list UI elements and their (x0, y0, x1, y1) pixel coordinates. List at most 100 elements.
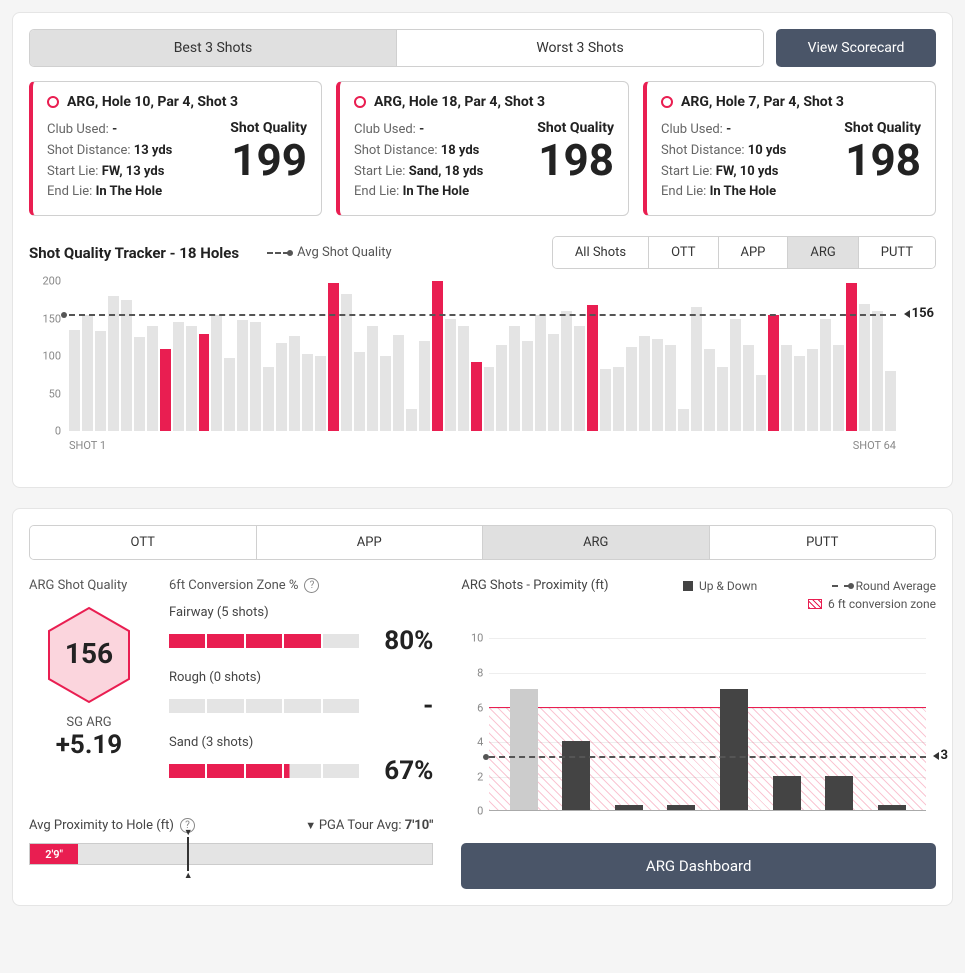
prox-bar-item (720, 689, 748, 810)
shot-details: Club Used: - Shot Distance: 18 yds Start… (354, 120, 483, 203)
tab-ott[interactable]: OTT (649, 237, 718, 268)
tracker-bar (613, 367, 624, 431)
tracker-bar (678, 409, 689, 432)
prox-bar-item (615, 805, 643, 810)
dash-line-icon (267, 252, 289, 254)
shot-card: ARG, Hole 18, Par 4, Shot 3 Club Used: -… (336, 81, 629, 216)
tab-app[interactable]: APP (719, 237, 789, 268)
tracker-bar (186, 326, 197, 431)
conv-label: Sand (3 shots) (169, 735, 433, 750)
help-icon[interactable]: ? (304, 578, 319, 593)
tracker-bar (147, 326, 158, 431)
prox-bar: 2'9" (29, 843, 433, 871)
left-column: ARG Shot Quality 156 SG ARG +5.19 6ft Co… (29, 578, 433, 889)
pga-value: 7'10" (405, 818, 434, 833)
tracker-bar (574, 326, 585, 431)
shot-details: Club Used: - Shot Distance: 10 yds Start… (661, 120, 786, 203)
conv-label: Fairway (5 shots) (169, 605, 433, 620)
sg-label: SG ARG (29, 715, 149, 730)
legend-updown: Up & Down (683, 579, 757, 593)
tracker-bar (652, 339, 663, 431)
prox-avg-value: 3 (941, 748, 948, 763)
tracker-bar (717, 367, 728, 431)
tracker-bar (794, 356, 805, 431)
tracker-bars (69, 281, 896, 431)
tracker-bar (509, 326, 520, 431)
tracker-bar (328, 283, 339, 431)
seg-worst-3-shots[interactable]: Worst 3 Shots (397, 30, 763, 66)
prox-avg-line: 3 (489, 756, 926, 758)
prox-bars (489, 621, 926, 810)
top-panel: Best 3 ShotsWorst 3 Shots View Scorecard… (12, 12, 953, 488)
sq-title: ARG Shot Quality (29, 578, 149, 593)
prox-title: Avg Proximity to Hole (ft) (29, 818, 174, 833)
shot-title: ARG, Hole 10, Par 4, Shot 3 (67, 94, 238, 110)
tracker-bar (406, 409, 417, 432)
bottom-tab-arg[interactable]: ARG (483, 526, 710, 559)
tracker-bar (807, 349, 818, 432)
tab-arg[interactable]: ARG (788, 237, 858, 268)
tracker-avg-line: 156 (69, 314, 896, 316)
conversion-row: Sand (3 shots) 67% (169, 735, 433, 786)
prox-area: 3 (489, 621, 926, 811)
tracker-avg-value: 156 (912, 306, 934, 321)
conv-pct: - (373, 691, 433, 721)
shot-title: ARG, Hole 7, Par 4, Shot 3 (681, 94, 844, 110)
shot-cards: ARG, Hole 10, Par 4, Shot 3 Club Used: -… (29, 81, 936, 216)
tracker-bar (859, 304, 870, 432)
tracker-bar (380, 356, 391, 431)
bottom-tab-putt[interactable]: PUTT (710, 526, 936, 559)
sq-value: 198 (537, 136, 614, 184)
prox-bar-item (878, 805, 906, 810)
shot-title: ARG, Hole 18, Par 4, Shot 3 (374, 94, 545, 110)
tracker-bar (173, 322, 184, 431)
hex-value: 156 (65, 637, 113, 670)
arg-dashboard-button[interactable]: ARG Dashboard (461, 843, 936, 889)
tracker-bar (587, 305, 598, 431)
tab-all-shots[interactable]: All Shots (553, 237, 649, 268)
seg-best-3-shots[interactable]: Best 3 Shots (30, 30, 397, 66)
tracker-bar (548, 334, 559, 432)
tab-putt[interactable]: PUTT (859, 237, 935, 268)
conv-segbar (169, 699, 359, 713)
tracker-bar (367, 326, 378, 431)
conv-label: Rough (0 shots) (169, 670, 433, 685)
bottom-tab-app[interactable]: APP (257, 526, 484, 559)
ring-icon (354, 96, 366, 108)
shot-details: Club Used: - Shot Distance: 13 yds Start… (47, 120, 172, 203)
right-column: ARG Shots - Proximity (ft) Up & Down Rou… (461, 578, 936, 889)
tracker-bar (445, 319, 456, 432)
tracker-bar (224, 358, 235, 432)
tracker-header: Shot Quality Tracker - 18 Holes Avg Shot… (29, 236, 936, 269)
tracker-bar (82, 315, 93, 431)
tracker-bar (691, 307, 702, 431)
tracker-bar (704, 349, 715, 432)
prox-fill: 2'9" (30, 844, 78, 864)
prox-marker (187, 837, 189, 871)
prox-bar-item (667, 805, 695, 810)
legend-roundavg: Round Average (832, 579, 936, 593)
bottom-panel: OTTAPPARGPUTT ARG Shot Quality 156 SG AR… (12, 508, 953, 906)
tracker-bar (276, 343, 287, 432)
tracker-bar (561, 311, 572, 431)
conv-segbar (169, 634, 359, 648)
tracker-bar (496, 345, 507, 431)
sq-value: 198 (844, 136, 921, 184)
top-controls: Best 3 ShotsWorst 3 Shots View Scorecard (29, 29, 936, 67)
tracker-bar (237, 320, 248, 431)
sq-value: 199 (230, 136, 307, 184)
tracker-bar (484, 367, 495, 431)
tracker-bar (846, 283, 857, 432)
tracker-bar (211, 315, 222, 431)
legend-zone: 6 ft conversion zone (461, 597, 936, 611)
shot-card: ARG, Hole 10, Par 4, Shot 3 Club Used: -… (29, 81, 322, 216)
tracker-y-axis: 050100150200 (29, 281, 65, 431)
tracker-bar (354, 352, 365, 431)
bottom-tab-ott[interactable]: OTT (30, 526, 257, 559)
tracker-bar (535, 315, 546, 431)
tracker-bar (315, 356, 326, 431)
tracker-bar (820, 319, 831, 432)
avg-legend-label: Avg Shot Quality (297, 245, 392, 260)
view-scorecard-button[interactable]: View Scorecard (776, 29, 936, 67)
pga-label: PGA Tour Avg: (319, 818, 405, 833)
